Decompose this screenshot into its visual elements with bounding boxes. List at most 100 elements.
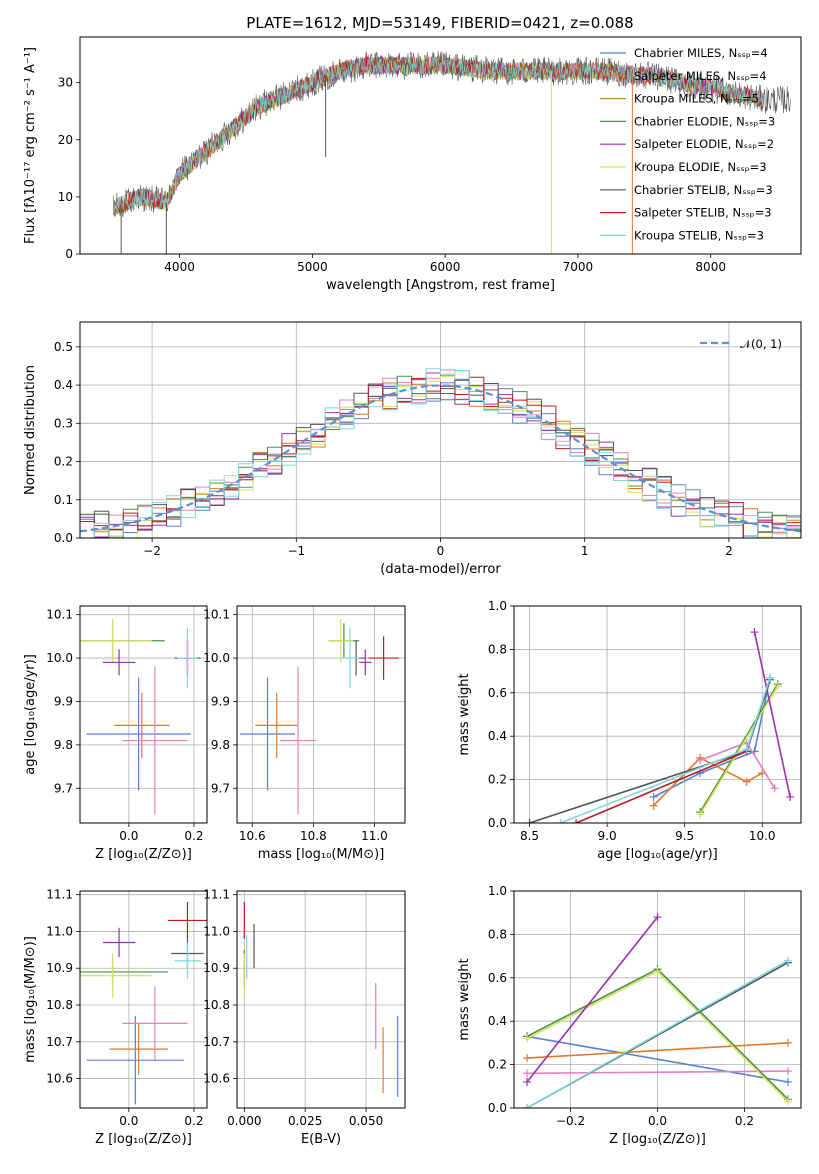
y-tick-label: 9.9 [54,694,73,708]
y-axis-label: Flux [fλ10⁻¹⁷ erg cm⁻² s⁻¹ A⁻¹] [23,47,38,244]
x-tick-label: 0.050 [349,1114,383,1128]
y-tick-label: 0.5 [54,340,73,354]
series-marker [773,682,782,691]
x-tick-label: 0 [437,544,445,558]
y-tick-label: 0.8 [488,642,507,656]
x-tick-label: 10.6 [239,829,266,843]
x-tick-label: 0.0 [119,1114,138,1128]
series-marker [556,819,565,823]
x-tick-label: 10.0 [749,829,776,843]
y-tick-label: 0.4 [488,1014,507,1028]
y-tick-label: 9.7 [211,781,230,795]
y-axis-label: mass weight [457,958,472,1040]
series-line-salpeter_miles [526,1042,789,1059]
series-line-salpeter_elodie [753,631,791,798]
x-tick-label: 7000 [563,260,594,274]
x-tick-label: 1 [581,544,589,558]
histogram-frame [79,321,802,539]
x-tick-label: 8000 [695,260,726,274]
x-tick-label: 0.000 [227,1114,261,1128]
series-line-chabrier_stelib [529,679,771,823]
y-tick-label: 0.6 [488,971,507,985]
x-tick-label: 0.2 [184,1114,203,1128]
y-axis-label: Normed distribution [23,365,38,495]
y-axis-label: age [log₁₀(age/yr)] [23,654,38,775]
spectrum-model-kroupa_stelib [112,56,764,215]
series-line-chabrier_miles [653,677,771,798]
series-marker [525,819,534,823]
series-marker [523,1034,532,1043]
legend-label: Salpeter MILES, Nₛₛₚ=4 [634,69,767,83]
series-marker [783,1077,792,1086]
x-tick-label: 0.2 [735,1114,754,1128]
y-tick-label: 11.1 [46,888,73,902]
series-line-chabrier_elodie [699,683,779,813]
y-tick-label: 10.7 [203,1035,230,1049]
mass-vs-ebv-plot [243,902,399,1097]
series-marker [572,819,581,823]
y-tick-label: 0.2 [54,455,73,469]
x-tick-label: 9.0 [598,829,617,843]
y-tick-label: 0.0 [488,816,507,830]
series-line-salpeter_miles [653,756,763,807]
series-marker [653,913,662,922]
mass-vs-ebv-axes: 0.000 0.025 0.050 10.6 10.7 10.8 10.9 11.0 11.1 E… [203,888,405,1147]
series-line-kroupa_stelib [526,959,789,1108]
series-marker [523,1069,532,1078]
x-tick-label: −0.2 [556,1114,585,1128]
legend-label: Chabrier STELIB, Nₛₛₚ=3 [634,183,773,197]
series-line-kroupa_elodie [699,685,779,815]
y-axis-label: mass [log₁₀(M/M⊙)] [23,936,38,1063]
y-tick-label: 1.0 [488,599,507,613]
legend-label: Chabrier MILES, Nₛₛₚ=4 [634,46,768,60]
x-tick-label: 11.0 [361,829,388,843]
series-marker [783,1067,792,1076]
x-tick-label: 0.0 [648,1114,667,1128]
x-tick-label: −2 [143,544,161,558]
x-tick-label: 4000 [164,260,195,274]
series-marker [649,792,658,801]
x-axis-label: mass [log₁₀(M/M⊙)] [258,847,385,862]
mass-vs-z-frame [79,890,208,1109]
x-tick-label: 8.5 [520,829,539,843]
age-vs-z-frame [79,605,208,824]
legend-label: 𝒩(0, 1) [740,337,782,351]
y-tick-label: 1.0 [488,884,507,898]
spectrum-axes: 4000 5000 6000 7000 8000 0 10 20 30 wavelength [A… [23,47,726,293]
series-marker [786,792,795,801]
y-tick-label: 9.9 [211,694,230,708]
y-tick-label: 10.8 [46,998,73,1012]
y-tick-label: 10.8 [203,998,230,1012]
age-vs-z-plot [80,619,201,815]
series-marker [765,673,774,682]
series-marker [742,777,751,786]
figure-title: PLATE=1612, MJD=53149, FIBERID=0421, z=0… [246,14,633,32]
y-tick-label: 10.9 [203,961,230,975]
series-marker [783,1038,792,1047]
y-tick-label: 10.6 [46,1072,73,1086]
y-tick-label: 10.0 [46,651,73,665]
x-axis-label: age [log₁₀(age/yr)] [597,847,718,862]
spectrum-model-salpeter_stelib [112,56,764,215]
spectrum-frame [79,36,802,255]
series-marker [750,628,759,637]
x-tick-label: 5000 [297,260,328,274]
legend-label: Kroupa ELODIE, Nₛₛₚ=3 [634,160,767,174]
y-tick-label: 10.7 [46,1035,73,1049]
x-tick-label: 0.025 [288,1114,322,1128]
weight-vs-z-frame [513,890,802,1109]
y-tick-label: 0.4 [54,378,73,392]
series-marker [523,1077,532,1086]
mass-vs-ebv-grid [237,891,405,1108]
age-vs-z-grid [80,606,207,823]
histogram-plot [80,368,801,538]
y-tick-label: 20 [58,133,73,147]
x-axis-label: (data-model)/error [380,562,501,577]
y-tick-label: 9.8 [211,738,230,752]
y-tick-label: 0.0 [488,1101,507,1115]
series-marker [523,1054,532,1063]
histogram-axes: −2 −1 0 1 2 0.0 0.1 0.2 0.3 0.4 0.5 (data-model)/er… [23,322,801,577]
x-tick-label: 2 [725,544,733,558]
series-line-salpeter_stelib [575,750,748,823]
weight-vs-age-plot [525,628,795,823]
